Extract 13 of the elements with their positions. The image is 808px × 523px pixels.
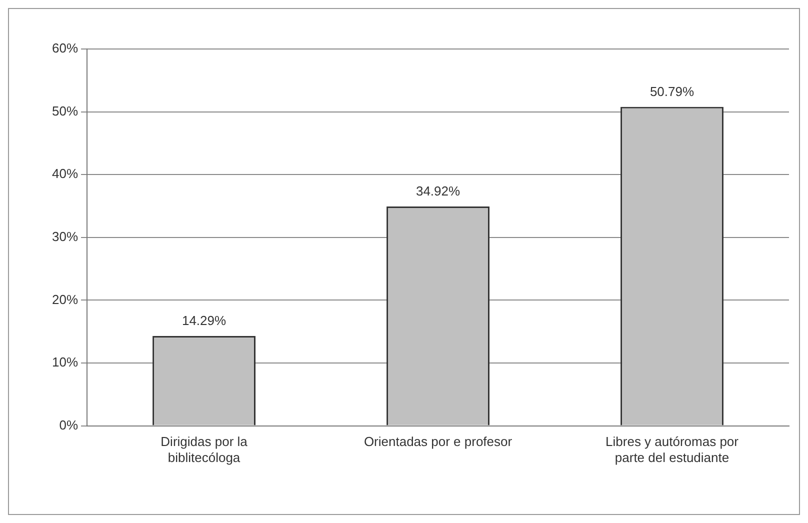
y-tick-label: 0%	[59, 417, 78, 432]
y-tick-label: 60%	[52, 40, 78, 56]
y-tick-label: 10%	[52, 354, 78, 370]
y-tick-label: 20%	[52, 292, 78, 307]
x-tick-label: Orientadas por e profesor	[364, 434, 513, 450]
data-label: 34.92%	[416, 184, 460, 199]
y-tick-label: 30%	[52, 228, 78, 244]
x-tick-label: Libres y autóromas por parte del estudiante	[606, 434, 740, 465]
x-tick-label: Dirigidas por la biblitecóloga	[160, 434, 248, 465]
data-label: 50.79%	[650, 84, 694, 99]
y-tick-label: 40%	[52, 166, 78, 182]
data-label: 14.29%	[182, 313, 226, 328]
y-tick-label: 50%	[52, 103, 78, 118]
